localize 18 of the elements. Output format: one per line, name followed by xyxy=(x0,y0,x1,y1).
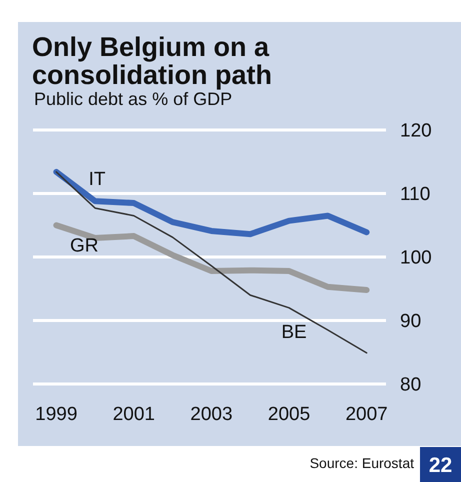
y-tick-label: 100 xyxy=(400,248,432,269)
x-tick-label: 2007 xyxy=(345,404,388,425)
x-tick-label: 2001 xyxy=(112,404,155,425)
x-tick-label: 2005 xyxy=(268,404,310,425)
source-note: Source: Eurostat xyxy=(310,455,414,471)
y-tick-label: 90 xyxy=(400,311,422,332)
chart-subtitle: Public debt as % of GDP xyxy=(34,89,232,109)
x-tick-label: 2003 xyxy=(190,404,233,425)
series-label: GR xyxy=(70,235,99,256)
chart-title: Only Belgium on a consolidation path xyxy=(32,32,272,90)
y-tick-label: 110 xyxy=(400,184,430,206)
x-tick-label: 1999 xyxy=(35,404,78,425)
text: 22 xyxy=(428,454,452,477)
series-label: IT xyxy=(88,169,106,190)
line-series xyxy=(56,171,368,354)
y-tick-label: 120 xyxy=(400,120,432,142)
y-tick-label: 80 xyxy=(400,374,422,396)
series-label: BE xyxy=(281,322,307,343)
